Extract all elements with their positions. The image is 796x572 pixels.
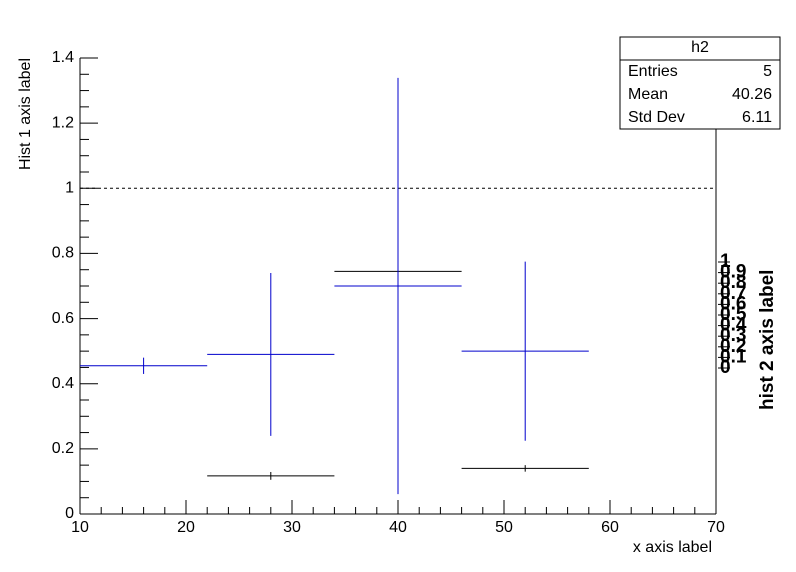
stats-key: Mean [628, 86, 668, 103]
y2-tick-label: 0.4 [720, 315, 747, 336]
x-tick-label: 10 [71, 519, 89, 536]
y2-axis-label: hist 2 axis label [757, 270, 778, 410]
y-tick-label: 1.2 [52, 114, 74, 131]
y-tick-label: 0.4 [52, 375, 74, 392]
stats-title: h2 [691, 39, 709, 56]
y-tick-label: 0.6 [52, 310, 74, 327]
stats-value: 40.26 [732, 86, 772, 103]
x-tick-label: 20 [177, 519, 195, 536]
y2-tick-label: 0.3 [720, 325, 746, 346]
stats-value: 5 [763, 63, 772, 80]
y-tick-label: 1.4 [52, 49, 74, 66]
y2-tick-label: 0.1 [720, 346, 747, 367]
y2-tick-label: 1 [720, 251, 731, 272]
y2-tick-label: 0.7 [720, 283, 746, 304]
stats-key: Entries [628, 63, 678, 80]
x-tick-label: 60 [601, 519, 619, 536]
y2-tick-label: 0.2 [720, 336, 746, 357]
y2-tick-label: 0.5 [720, 304, 747, 325]
y2-tick-label: 0.9 [720, 262, 746, 283]
y2-tick-label: 0.8 [720, 272, 746, 293]
stats-box [619, 36, 781, 130]
stats-key: Std Dev [628, 109, 685, 126]
x-tick-label: 30 [283, 519, 301, 536]
y-tick-label: 0 [65, 505, 74, 522]
y2-tick-label: 0.6 [720, 293, 746, 314]
y2-tick-label: 0 [720, 357, 731, 378]
y-axis-label: Hist 1 axis label [17, 58, 34, 170]
x-tick-label: 40 [389, 519, 407, 536]
y-tick-label: 0.2 [52, 440, 74, 457]
x-tick-label: 50 [495, 519, 513, 536]
x-axis-label: x axis label [633, 539, 712, 556]
stats-value: 6.11 [742, 109, 772, 126]
x-tick-label: 70 [707, 519, 725, 536]
y-tick-label: 0.8 [52, 245, 74, 262]
y-tick-label: 1 [65, 180, 74, 197]
